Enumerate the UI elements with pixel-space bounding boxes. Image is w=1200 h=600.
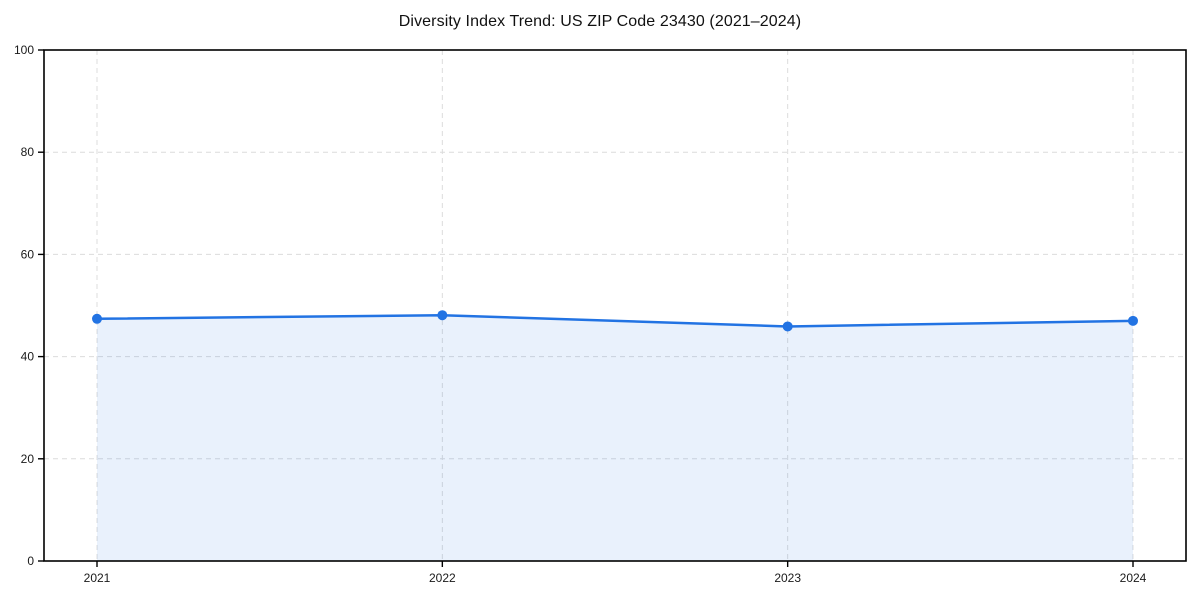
- x-tick-label: 2023: [774, 571, 801, 585]
- trend-line: [95, 313, 1135, 328]
- chart-title: Diversity Index Trend: US ZIP Code 23430…: [398, 13, 802, 30]
- y-tick-label: 80: [21, 145, 35, 159]
- area-fill: [97, 315, 1133, 561]
- y-tick-label: 20: [21, 452, 35, 466]
- x-tick-label: 2024: [1120, 571, 1147, 585]
- x-tick-label: 2022: [429, 571, 456, 585]
- y-tick-label: 40: [21, 350, 35, 364]
- data-point-2021: [92, 313, 102, 324]
- data-point-2023: [782, 321, 793, 332]
- y-tick-label: 0: [27, 554, 34, 568]
- data-point-2024: [1128, 315, 1138, 326]
- x-tick-label: 2021: [84, 571, 111, 585]
- data-point-2022: [437, 310, 448, 321]
- axes-frame: [43, 49, 1187, 562]
- y-tick-label: 60: [21, 247, 35, 261]
- y-tick-label: 100: [14, 43, 34, 57]
